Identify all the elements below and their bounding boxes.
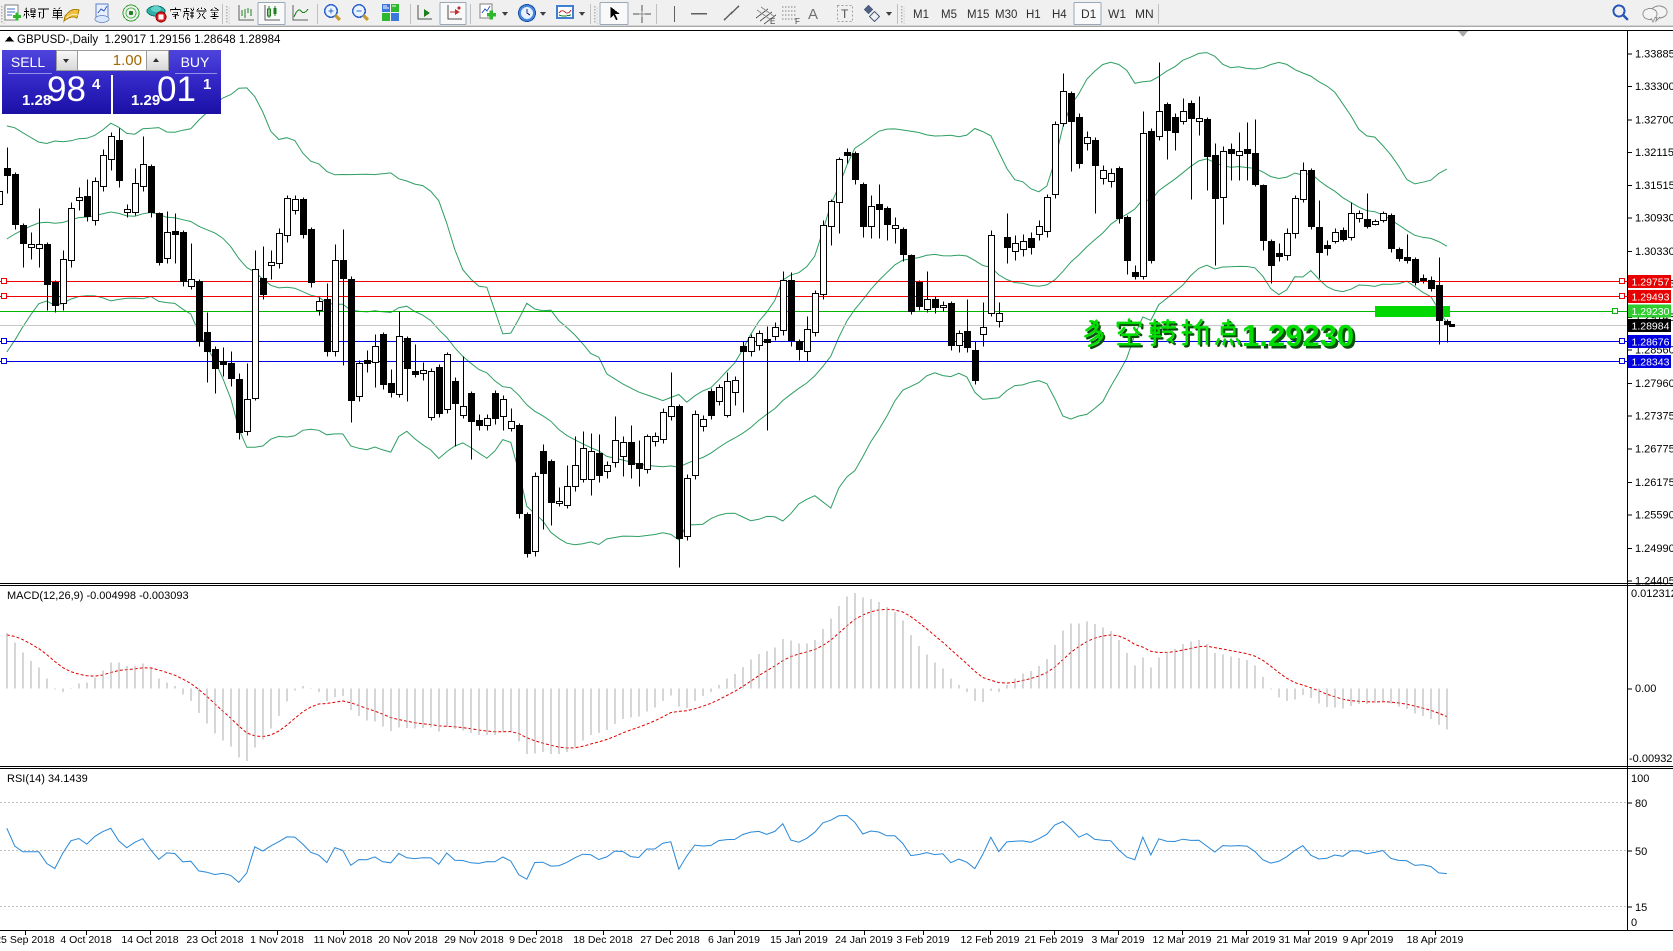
svg-text:1.29230: 1.29230	[1632, 306, 1670, 318]
svg-text:T: T	[841, 7, 849, 21]
svg-text:1.29230: 1.29230	[1245, 321, 1357, 356]
svg-text:50: 50	[1635, 846, 1647, 858]
svg-text:-0.009328: -0.009328	[1629, 753, 1673, 765]
svg-text:M15: M15	[967, 9, 989, 21]
svg-text:1.28676: 1.28676	[1632, 337, 1670, 349]
svg-text:4 Oct 2018: 4 Oct 2018	[60, 934, 112, 946]
svg-text:3 Feb 2019: 3 Feb 2019	[896, 934, 949, 946]
svg-text:1.28343: 1.28343	[1632, 356, 1670, 368]
svg-text:15 Jan 2019: 15 Jan 2019	[770, 934, 828, 946]
svg-text:9 Dec 2018: 9 Dec 2018	[509, 934, 563, 946]
svg-text:H1: H1	[1026, 9, 1041, 21]
svg-text:12 Feb 2019: 12 Feb 2019	[961, 934, 1020, 946]
svg-text:15: 15	[1635, 902, 1647, 914]
svg-text:14 Oct 2018: 14 Oct 2018	[121, 934, 178, 946]
svg-text:100: 100	[1631, 773, 1649, 785]
svg-text:H4: H4	[1052, 9, 1067, 21]
svg-text:RSI(14) 34.1439: RSI(14) 34.1439	[7, 773, 88, 785]
svg-text:1.29230: 1.29230	[1242, 318, 1354, 353]
svg-text:1.26175: 1.26175	[1635, 477, 1673, 489]
svg-text:18 Apr 2019: 18 Apr 2019	[1407, 934, 1464, 946]
svg-text:29 Nov 2018: 29 Nov 2018	[444, 934, 504, 946]
svg-text:A: A	[808, 6, 818, 23]
svg-text:M30: M30	[995, 9, 1017, 21]
svg-text:1.27375: 1.27375	[1635, 410, 1673, 422]
svg-text:11 Nov 2018: 11 Nov 2018	[314, 934, 373, 946]
svg-text:GBPUSD-,Daily 1.29017 1.29156: GBPUSD-,Daily 1.29017 1.29156 1.28648 1.…	[17, 34, 281, 46]
svg-text:24 Jan 2019: 24 Jan 2019	[835, 934, 893, 946]
svg-text:0: 0	[1631, 917, 1637, 929]
svg-text:1.24405: 1.24405	[1635, 576, 1673, 588]
svg-text:27 Dec 2018: 27 Dec 2018	[640, 934, 700, 946]
svg-text:21 Feb 2019: 21 Feb 2019	[1025, 934, 1084, 946]
svg-text:1.30330: 1.30330	[1635, 246, 1673, 258]
svg-text:W1: W1	[1108, 7, 1126, 21]
svg-text:M1: M1	[913, 9, 929, 21]
svg-text:9 Apr 2019: 9 Apr 2019	[1343, 934, 1394, 946]
svg-text:1 Nov 2018: 1 Nov 2018	[250, 934, 304, 946]
svg-text:6 Jan 2019: 6 Jan 2019	[708, 934, 760, 946]
svg-text:1.26775: 1.26775	[1635, 444, 1673, 456]
svg-text:MN: MN	[1135, 7, 1154, 21]
svg-text:1.29493: 1.29493	[1632, 292, 1670, 304]
svg-text:1.30930: 1.30930	[1635, 213, 1673, 225]
svg-text:D1: D1	[1081, 7, 1097, 21]
svg-text:MACD(12,26,9) -0.004998 -0.003: MACD(12,26,9) -0.004998 -0.003093	[7, 590, 189, 602]
svg-text:12 Mar 2019: 12 Mar 2019	[1153, 934, 1212, 946]
svg-text:M5: M5	[941, 9, 957, 21]
svg-text:1.33300: 1.33300	[1635, 81, 1673, 93]
svg-text:0.012312: 0.012312	[1631, 588, 1673, 600]
svg-text:21 Mar 2019: 21 Mar 2019	[1217, 934, 1276, 946]
svg-text:1.25590: 1.25590	[1635, 510, 1673, 522]
svg-text:1.32115: 1.32115	[1635, 147, 1673, 159]
svg-text:F: F	[795, 17, 800, 26]
svg-text:23 Oct 2018: 23 Oct 2018	[186, 934, 243, 946]
svg-text:E: E	[770, 17, 775, 26]
svg-text:1.33885: 1.33885	[1635, 48, 1673, 60]
svg-text:25 Sep 2018: 25 Sep 2018	[0, 934, 55, 946]
svg-text:1.28984: 1.28984	[1632, 320, 1670, 332]
svg-text:18 Dec 2018: 18 Dec 2018	[573, 934, 633, 946]
svg-text:31 Mar 2019: 31 Mar 2019	[1279, 934, 1338, 946]
svg-text:0.00: 0.00	[1635, 683, 1656, 695]
svg-text:1.31515: 1.31515	[1635, 180, 1673, 192]
svg-text:1.32700: 1.32700	[1635, 114, 1673, 126]
svg-text:1.24990: 1.24990	[1635, 543, 1673, 555]
svg-text:80: 80	[1635, 798, 1647, 810]
svg-text:1.27960: 1.27960	[1635, 378, 1673, 390]
svg-text:20 Nov 2018: 20 Nov 2018	[378, 934, 438, 946]
svg-text:3 Mar 2019: 3 Mar 2019	[1091, 934, 1144, 946]
svg-text:1.29757: 1.29757	[1632, 277, 1670, 289]
